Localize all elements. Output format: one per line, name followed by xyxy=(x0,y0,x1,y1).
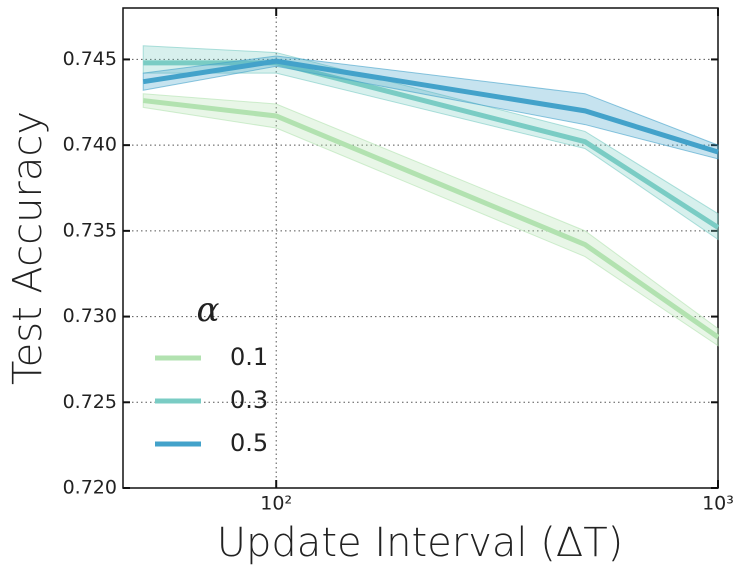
series-line xyxy=(142,98,720,340)
legend-label: 0.3 xyxy=(230,386,268,414)
x-tick-label: 10² xyxy=(260,493,292,515)
confidence-band xyxy=(142,93,719,347)
y-tick-label: 0.730 xyxy=(63,305,117,327)
confidence-band xyxy=(142,55,719,160)
plot-frame xyxy=(122,7,719,489)
y-tick-label: 0.720 xyxy=(63,477,117,499)
legend-title: α xyxy=(197,290,220,330)
legend-label: 0.1 xyxy=(230,343,268,371)
y-axis-label: Test Accuracy xyxy=(5,111,51,385)
x-tick-label: 10³ xyxy=(702,493,734,515)
x-axis-label: Update Interval (ΔT) xyxy=(217,520,623,566)
series-line xyxy=(142,58,719,155)
y-tick-label: 0.740 xyxy=(63,134,117,156)
legend-label: 0.5 xyxy=(230,429,268,457)
y-tick-label: 0.745 xyxy=(63,48,117,70)
series-line xyxy=(143,60,720,230)
y-tick-label: 0.725 xyxy=(63,391,117,413)
y-tick-label: 0.735 xyxy=(63,219,117,241)
